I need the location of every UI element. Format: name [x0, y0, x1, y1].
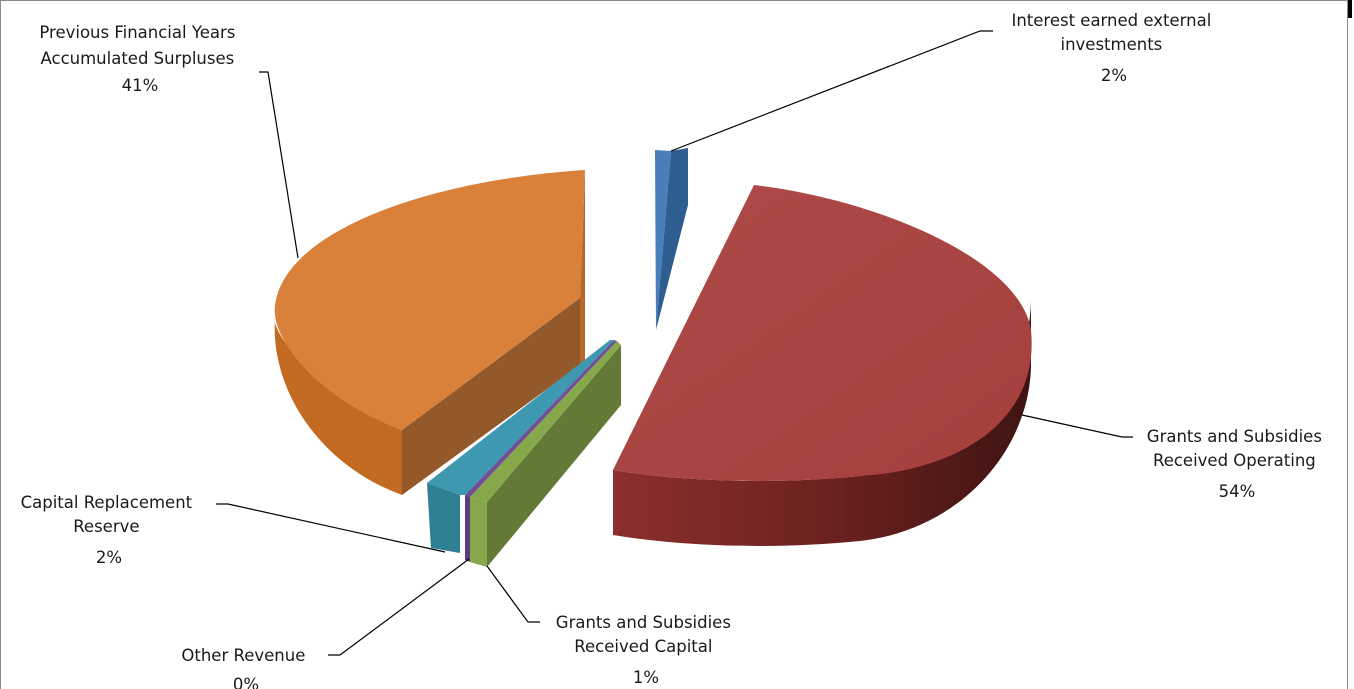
data-label-capital-replacement: Capital Replacement Reserve 2%: [21, 493, 198, 567]
slice-other-revenue: [465, 340, 617, 562]
data-label-accumulated-surpluses: Previous Financial Years Accumulated Sur…: [39, 23, 240, 95]
leader-grants-capital: [486, 565, 540, 623]
slice-capital-replacement: [427, 340, 614, 553]
leader-interest-earned: [670, 30, 993, 152]
data-label-grants-capital: Grants and Subsidies Received Capital 1%: [556, 613, 736, 687]
frame-corner-mark: [1348, 0, 1352, 18]
slice-accumulated-surpluses: [274, 170, 585, 495]
slice-interest-earned: [655, 148, 688, 330]
leader-grants-operating: [1021, 414, 1133, 438]
leader-other-revenue: [328, 558, 470, 656]
slice-grants-operating: [613, 185, 1032, 546]
data-label-interest-earned: Interest earned external investments 2%: [1011, 11, 1216, 85]
leader-accumulated-surpluses: [259, 71, 299, 259]
data-label-other-revenue: Other Revenue 0%: [181, 646, 310, 689]
data-label-grants-operating: Grants and Subsidies Received Operating …: [1147, 427, 1327, 501]
slice-grants-capital: [470, 341, 621, 567]
leader-capital-replacement: [216, 503, 446, 553]
